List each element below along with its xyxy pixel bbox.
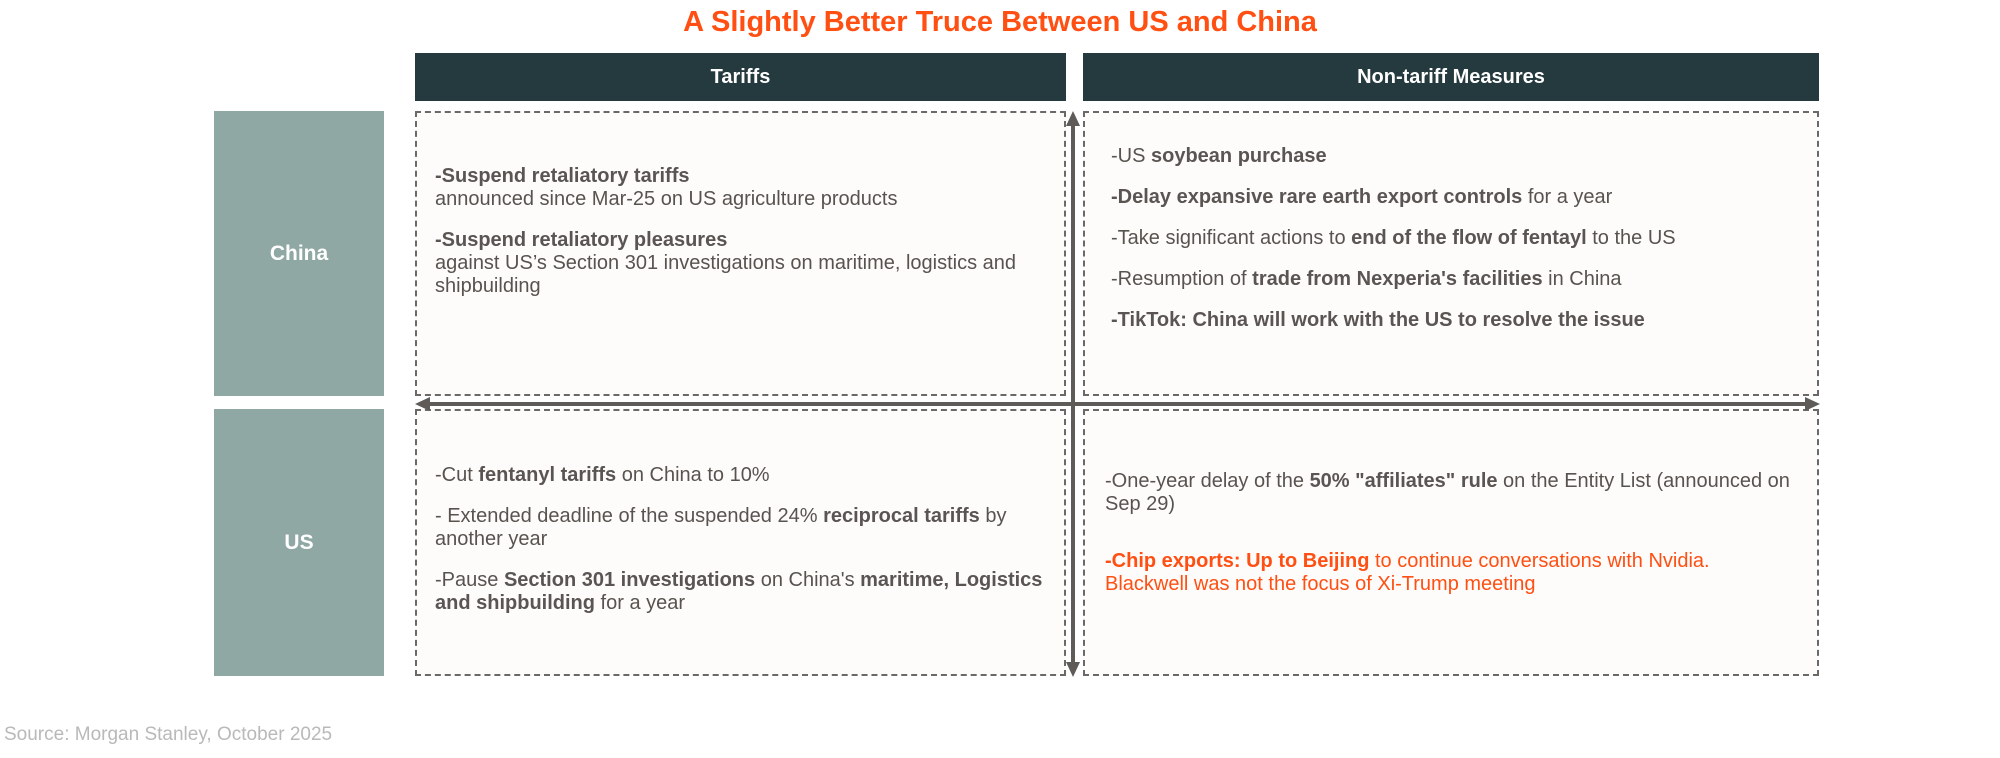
cell-item: -Pause Section 301 investigations on Chi…: [435, 569, 1043, 614]
cell-item: -Suspend retaliatory tariffs announced si…: [435, 165, 898, 210]
column-header-tariffs: Tariffs: [415, 53, 1066, 101]
cell-item: -TikTok: China will work with the US to …: [1111, 309, 1645, 331]
column-header-non-tariff: Non-tariff Measures: [1083, 53, 1819, 101]
row-header-us: US: [214, 409, 384, 676]
cell-us-tariffs: -Cut fentanyl tariffs on China to 10% - …: [415, 409, 1066, 676]
cell-item: -Cut fentanyl tariffs on China to 10%: [435, 464, 770, 486]
cell-china-nontariff: -US soybean purchase -Delay expansive ra…: [1083, 111, 1819, 396]
cell-item: -Take significant actions to end of the …: [1111, 227, 1676, 249]
cell-item-highlight: -Chip exports: Up to Beijing to continue…: [1105, 549, 1710, 595]
cell-item: -Delay expansive rare earth export contr…: [1111, 186, 1613, 208]
cell-item: -Resumption of trade from Nexperia's fac…: [1111, 268, 1622, 290]
cell-item: -One-year delay of the 50% "affiliates" …: [1105, 469, 1790, 515]
row-header-china: China: [214, 111, 384, 396]
cell-us-nontariff: -One-year delay of the 50% "affiliates" …: [1083, 409, 1819, 676]
horizontal-axis-arrow: [415, 397, 1820, 411]
cell-item: - Extended deadline of the suspended 24%…: [435, 505, 1007, 550]
cell-item: -Suspend retaliatory pleasures against US…: [435, 229, 1017, 297]
vertical-axis-arrow: [1066, 111, 1080, 677]
cell-china-tariffs: -Suspend retaliatory tariffs announced si…: [415, 111, 1066, 396]
cell-item: -US soybean purchase: [1111, 145, 1327, 167]
chart-title: A Slightly Better Truce Between US and C…: [683, 6, 1317, 38]
source-note: Source: Morgan Stanley, October 2025: [4, 724, 333, 745]
